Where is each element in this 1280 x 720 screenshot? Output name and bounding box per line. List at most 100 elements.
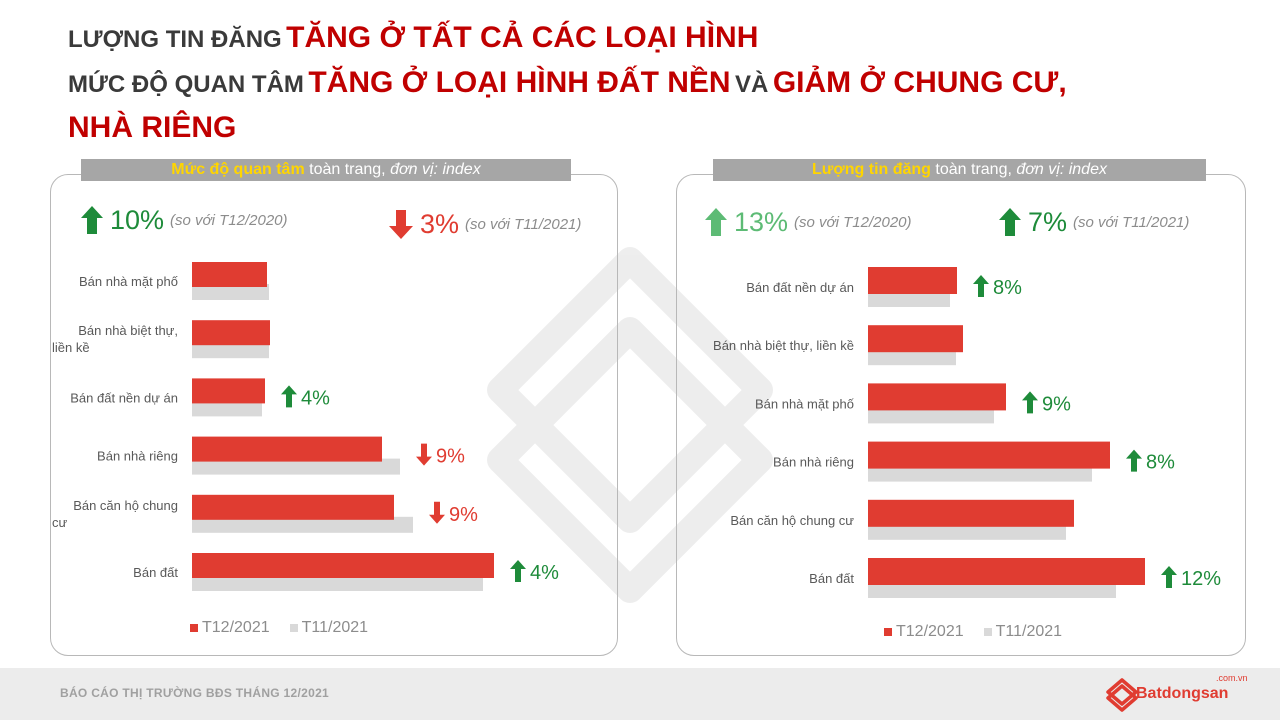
left-summary-mom: 3% (so với T11/2021) (388, 208, 581, 240)
legend-label-t11: T11/2021 (995, 623, 1063, 640)
bar-t11-5 (192, 516, 413, 533)
bar-t12-4 (868, 441, 1110, 469)
category-label: Bán nhà riêng (773, 455, 854, 470)
right-title-unit: đơn vị: index (1016, 161, 1107, 178)
footer-bar: BÁO CÁO THỊ TRƯỜNG BĐS THÁNG 12/2021 (0, 668, 1280, 720)
bar-t11-4 (192, 458, 400, 475)
bar-t11-3 (192, 400, 262, 417)
change-label: 4% (301, 387, 330, 409)
legend-label-t12: T12/2021 (202, 619, 270, 636)
brand-domain-suffix: .com.vn (1216, 673, 1248, 683)
category-label: Bán nhà mặt phố (79, 274, 178, 289)
left-summary-yoy-pct: 10% (110, 204, 165, 235)
bar-t11-2 (868, 349, 956, 366)
bar-t11-6 (192, 575, 483, 591)
legend-label-t11: T11/2021 (301, 619, 369, 636)
headline-line1-prefix: LƯỢNG TIN ĐĂNG (68, 26, 282, 53)
legend-item-t12: T12/2021 (190, 619, 270, 637)
headline-line2-connector: VÀ (735, 71, 769, 98)
up-arrow-icon (1022, 391, 1038, 414)
change-label: 9% (436, 446, 465, 468)
category-label: Bán đất nền dự án (746, 280, 854, 295)
bar-t12-3 (868, 383, 1006, 411)
up-arrow-icon (705, 208, 727, 236)
bar-t12-6 (868, 558, 1145, 585)
headline-line2-prefix: MỨC ĐỘ QUAN TÂM (68, 71, 304, 98)
bar-t12-1 (868, 267, 957, 294)
bar-t12-6 (192, 553, 494, 578)
bar-t12-1 (192, 262, 267, 287)
bar-t12-3 (192, 378, 265, 404)
change-label: 9% (1042, 393, 1071, 415)
left-summary-mom-note: (so với T11/2021) (465, 215, 582, 233)
change-label: 8% (993, 277, 1022, 299)
brand-name: Batdongsan (1136, 685, 1229, 702)
change-label: 9% (449, 504, 478, 526)
headline-line2-emphasis-1: TĂNG Ở LOẠI HÌNH ĐẤT NỀN (308, 66, 731, 99)
up-arrow-icon (999, 208, 1021, 236)
category-label: Bán nhà biệt thự, (78, 323, 178, 338)
right-chart-title: Lượng tin đăng toàn trang, đơn vị: index (713, 159, 1206, 181)
bar-t11-1 (192, 284, 269, 300)
legend-item-t12: T12/2021 (884, 623, 964, 641)
right-title-rest: toàn trang, (935, 161, 1012, 178)
right-title-highlight: Lượng tin đăng (812, 161, 931, 178)
category-label: Bán đất (809, 571, 854, 586)
category-label: Bán nhà mặt phố (755, 396, 854, 411)
category-label: Bán căn hộ chung cư (730, 513, 854, 528)
bar-t12-4 (192, 436, 382, 462)
up-arrow-icon (973, 275, 989, 297)
right-summary-mom-pct: 7% (1028, 206, 1068, 237)
change-label: 4% (530, 562, 559, 584)
change-label: 8% (1146, 452, 1175, 474)
left-title-unit: đơn vị: index (390, 161, 481, 178)
legend-swatch-t11 (289, 624, 298, 632)
left-summary-yoy-note: (so với T12/2020) (170, 211, 288, 229)
category-label: Bán nhà biệt thự, liền kề (713, 338, 854, 353)
legend-item-t11: T11/2021 (289, 619, 369, 637)
legend-swatch-t12 (190, 624, 198, 632)
bar-t11-5 (868, 523, 1066, 540)
right-summary-yoy-note: (so với T12/2020) (794, 213, 912, 231)
headline-line-1: LƯỢNG TIN ĐĂNG TĂNG Ở TẤT CẢ CÁC LOẠI HÌ… (68, 18, 1248, 63)
left-summary-mom-pct: 3% (420, 208, 460, 239)
up-arrow-icon (1126, 449, 1142, 472)
batdongsan-logo-icon (1106, 678, 1138, 712)
up-arrow-icon (510, 560, 526, 582)
legend-swatch-t11 (983, 628, 992, 636)
category-label: liền kề (52, 340, 90, 355)
legend-label-t12: T12/2021 (896, 623, 964, 640)
category-label: Bán nhà riêng (97, 449, 178, 464)
left-title-highlight: Mức độ quan tâm (171, 161, 305, 178)
bar-t11-6 (868, 582, 1116, 598)
bar-t12-2 (192, 320, 270, 346)
legend-item-t11: T11/2021 (983, 623, 1063, 641)
category-label: Bán căn hộ chung (73, 498, 178, 513)
left-title-rest: toàn trang, (309, 161, 386, 178)
category-label: cư (52, 515, 68, 530)
category-label: Bán đất (133, 565, 178, 580)
right-summary-mom-note: (so với T11/2021) (1073, 213, 1190, 231)
watermark-logo-icon (487, 247, 773, 603)
left-summary-yoy: 10% (so với T12/2020) (80, 204, 288, 236)
right-summary-yoy: 13% (so với T12/2020) (704, 206, 912, 238)
down-arrow-icon (429, 501, 445, 524)
up-arrow-icon (1161, 566, 1177, 588)
legend-swatch-t12 (884, 628, 892, 636)
headline-line-3: NHÀ RIÊNG (68, 108, 1248, 153)
bar-t11-4 (868, 465, 1092, 482)
left-chart-title: Mức độ quan tâm toàn trang, đơn vị: inde… (81, 159, 571, 181)
down-arrow-icon (416, 443, 432, 466)
right-summary-yoy-pct: 13% (734, 206, 789, 237)
headline-line3-emphasis: NHÀ RIÊNG (68, 111, 237, 144)
bar-t11-1 (868, 291, 950, 307)
footer-report-title: BÁO CÁO THỊ TRƯỜNG BĐS THÁNG 12/2021 (60, 686, 330, 700)
bar-t11-2 (192, 342, 269, 359)
up-arrow-icon (281, 385, 297, 408)
headline-line1-emphasis: TĂNG Ở TẤT CẢ CÁC LOẠI HÌNH (286, 21, 759, 54)
right-summary-mom: 7% (so với T11/2021) (998, 206, 1189, 238)
bar-t12-5 (192, 494, 394, 520)
headline-line2-emphasis-2: GIẢM Ở CHUNG CƯ, (772, 66, 1067, 99)
left-legend: T12/2021 T11/2021 (190, 619, 388, 637)
